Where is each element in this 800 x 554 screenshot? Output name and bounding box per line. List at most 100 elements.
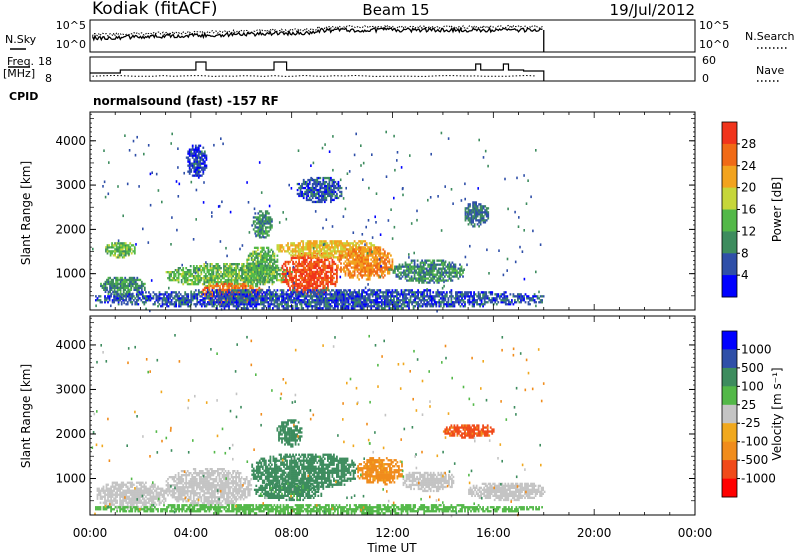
power-cell bbox=[406, 303, 409, 306]
power-cell bbox=[194, 293, 197, 296]
power-cell bbox=[270, 256, 273, 259]
power-cell bbox=[161, 305, 164, 308]
power-cell bbox=[330, 274, 332, 278]
power-cell bbox=[316, 270, 319, 274]
power-cell bbox=[331, 278, 334, 282]
power-cell bbox=[196, 154, 199, 157]
power-cell bbox=[229, 301, 232, 304]
power-cell bbox=[310, 192, 313, 196]
power-cell bbox=[334, 244, 336, 247]
power-cell bbox=[205, 154, 208, 157]
power-cell bbox=[377, 303, 380, 306]
power-cell bbox=[323, 252, 326, 255]
power-cell bbox=[188, 271, 191, 274]
power-cell bbox=[301, 256, 303, 260]
power-cell bbox=[340, 291, 342, 294]
power-cell bbox=[193, 148, 196, 151]
power-cell bbox=[284, 307, 286, 310]
power-cell bbox=[373, 305, 376, 308]
power-cell bbox=[287, 303, 289, 306]
power-cell bbox=[299, 256, 302, 260]
power-cell bbox=[319, 180, 322, 184]
power-cell bbox=[190, 297, 193, 300]
power-cell bbox=[380, 299, 383, 302]
power-cell bbox=[421, 281, 423, 284]
power-cell bbox=[323, 260, 326, 264]
power-cell bbox=[290, 256, 293, 260]
power-cell bbox=[103, 286, 105, 289]
power-cell bbox=[299, 190, 302, 194]
power-cell bbox=[361, 242, 363, 245]
power-cell bbox=[135, 295, 138, 298]
power-cell bbox=[184, 303, 187, 306]
power-cell bbox=[329, 250, 332, 253]
power-cell bbox=[266, 246, 268, 249]
power-cell bbox=[440, 279, 443, 282]
power-cell bbox=[414, 291, 416, 294]
power-cell bbox=[340, 250, 342, 253]
power-cell bbox=[200, 273, 203, 276]
power-cell bbox=[305, 188, 308, 192]
power-cell bbox=[323, 286, 326, 289]
power-cell bbox=[208, 303, 211, 306]
power-cell bbox=[255, 297, 258, 300]
power-cell bbox=[244, 286, 247, 289]
power-cell bbox=[400, 277, 402, 280]
power-cell bbox=[217, 293, 220, 296]
power-cell bbox=[416, 279, 419, 282]
power-cell bbox=[129, 301, 132, 304]
power-cell bbox=[118, 256, 121, 259]
power-cell bbox=[299, 299, 301, 302]
power-cell bbox=[314, 266, 317, 270]
power-cell bbox=[225, 305, 227, 308]
power-cell bbox=[238, 286, 241, 289]
power-cell bbox=[328, 307, 330, 310]
power-cell bbox=[479, 203, 482, 206]
power-cell bbox=[219, 284, 221, 288]
power-cell bbox=[220, 295, 223, 298]
power-cell bbox=[383, 291, 386, 294]
power-cell bbox=[353, 274, 356, 277]
power-cell bbox=[298, 264, 300, 268]
power-cell bbox=[352, 297, 354, 300]
power-cell bbox=[197, 162, 200, 165]
power-cell bbox=[350, 260, 353, 263]
power-cell bbox=[236, 273, 239, 276]
power-cell bbox=[383, 307, 386, 310]
power-cell bbox=[204, 281, 207, 284]
power-cell bbox=[421, 303, 424, 306]
power-cell bbox=[374, 301, 377, 304]
power-cell bbox=[334, 256, 336, 259]
power-cell bbox=[313, 200, 316, 204]
power-cell bbox=[336, 182, 338, 186]
power-cell bbox=[128, 284, 131, 288]
power-cell bbox=[350, 250, 353, 253]
power-cell bbox=[113, 299, 115, 302]
power-cell bbox=[272, 252, 274, 255]
power-cell bbox=[124, 252, 127, 255]
date-title: 19/Jul/2012 bbox=[610, 1, 695, 19]
power-cell bbox=[305, 244, 308, 247]
power-cell bbox=[191, 279, 194, 282]
power-cell bbox=[266, 272, 268, 275]
power-cell bbox=[137, 293, 140, 296]
power-cell bbox=[197, 289, 200, 292]
power-cell bbox=[352, 303, 354, 306]
power-cell bbox=[311, 288, 314, 291]
power-cell bbox=[331, 274, 334, 278]
power-cell bbox=[191, 273, 194, 276]
power-cell bbox=[217, 267, 219, 270]
power-cell bbox=[364, 291, 367, 294]
power-cell bbox=[419, 271, 422, 274]
power-cell bbox=[143, 303, 146, 306]
power-cell bbox=[376, 252, 379, 255]
power-cell bbox=[453, 275, 455, 278]
power-cell bbox=[301, 184, 303, 188]
power-cell bbox=[362, 262, 365, 265]
power-cell bbox=[434, 273, 437, 276]
power-cell bbox=[326, 303, 329, 306]
power-cell bbox=[239, 279, 242, 282]
power-cell bbox=[185, 156, 188, 159]
power-cell bbox=[215, 263, 218, 266]
power-cell bbox=[215, 273, 218, 276]
